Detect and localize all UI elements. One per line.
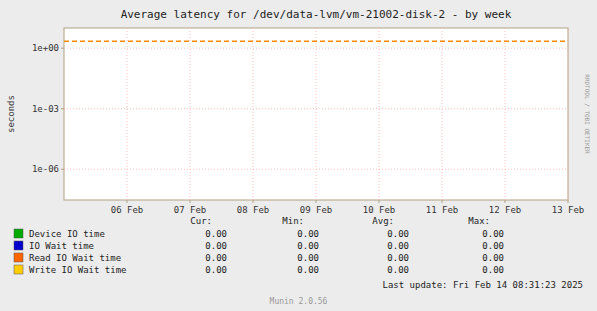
- stats-header: Avg:: [372, 216, 394, 226]
- grid-line-y: [64, 108, 568, 109]
- tick-label-x: 12 Feb: [489, 205, 522, 215]
- chart: 06 Feb 07 Feb 08 Feb 09 Feb 10 Feb 11 Feb 12 F…: [0, 0, 597, 311]
- tick-label-x: 11 Feb: [426, 205, 459, 215]
- tick-label-x: 08 Feb: [237, 205, 270, 215]
- tick-label-x: 13 Feb: [552, 205, 585, 215]
- stats-value: 0.00: [205, 253, 227, 263]
- grid-line-x: [253, 28, 254, 200]
- stats-value: 0.00: [387, 253, 409, 263]
- title: Average latency for /dev/data-lvm/vm-210…: [121, 8, 512, 21]
- tick-label-x: 09 Feb: [300, 205, 333, 215]
- stats-value: 0.00: [297, 253, 319, 263]
- legend-label: Read IO Wait time: [29, 253, 121, 263]
- y-axis-label: seconds: [6, 95, 16, 133]
- grid: [64, 28, 568, 200]
- tick-label-y: 1e-06: [32, 164, 59, 174]
- stats-value: 0.00: [482, 265, 504, 275]
- grid-line-y: [64, 48, 568, 49]
- tick-label-x: 10 Feb: [363, 205, 396, 215]
- grid-line-x: [442, 28, 443, 200]
- tick-label-y: 1e+00: [32, 43, 59, 53]
- tick-label-x: 06 Feb: [111, 205, 144, 215]
- tick-x: [505, 200, 506, 203]
- tick-x: [442, 200, 443, 203]
- legend: Cur: Min: Avg: Max: Device IO time 0.00 0.00 0.…: [14, 216, 504, 275]
- grid-line-x: [505, 28, 506, 200]
- plot-area: [64, 28, 568, 200]
- stats-value: 0.00: [387, 265, 409, 275]
- stats-value: 0.00: [387, 241, 409, 251]
- legend-swatch: [14, 229, 23, 238]
- tick-y: [61, 169, 64, 170]
- stats-value: 0.00: [482, 229, 504, 239]
- tick-label-y: 1e-03: [32, 104, 59, 114]
- reference-line: [64, 41, 568, 43]
- stats-value: 0.00: [482, 253, 504, 263]
- tick-y: [61, 108, 64, 109]
- tick-x: [379, 200, 380, 203]
- axes: 06 Feb 07 Feb 08 Feb 09 Feb 10 Feb 11 Feb 12 F…: [6, 43, 584, 215]
- stats-value: 0.00: [205, 265, 227, 275]
- tick-x: [190, 200, 191, 203]
- stats-value: 0.00: [297, 241, 319, 251]
- stats-header: Max:: [468, 216, 490, 226]
- grid-line-x: [316, 28, 317, 200]
- tick-label-x: 07 Feb: [174, 205, 207, 215]
- stats-value: 0.00: [297, 229, 319, 239]
- background: [0, 0, 597, 311]
- grid-line-x: [190, 28, 191, 200]
- data-group: [64, 41, 568, 42]
- tick-y: [61, 48, 64, 49]
- grid-line-x: [568, 28, 569, 200]
- legend-swatch: [14, 253, 23, 262]
- stats-value: 0.00: [387, 229, 409, 239]
- stats-header: Min:: [282, 216, 304, 226]
- legend-label: Device IO time: [29, 229, 105, 239]
- grid-line-x: [379, 28, 380, 200]
- tick-x: [127, 200, 128, 203]
- stats-value: 0.00: [205, 229, 227, 239]
- legend-label: Write IO Wait time: [29, 265, 127, 275]
- legend-swatch: [14, 241, 23, 250]
- stats-value: 0.00: [205, 241, 227, 251]
- version: Munin 2.0.56: [270, 297, 328, 306]
- side-label: RRDTOOL / TOBI OETIKER: [584, 74, 591, 154]
- tick-x: [253, 200, 254, 203]
- tick-x: [568, 200, 569, 203]
- grid-line-y: [64, 169, 568, 170]
- stats-header: Cur:: [190, 216, 212, 226]
- tick-x: [316, 200, 317, 203]
- legend-label: IO Wait time: [29, 241, 94, 251]
- stats-value: 0.00: [297, 265, 319, 275]
- legend-swatch: [14, 265, 23, 274]
- stats-value: 0.00: [482, 241, 504, 251]
- grid-line-x: [127, 28, 128, 200]
- last-update: Last update: Fri Feb 14 08:31:23 2025: [383, 280, 583, 290]
